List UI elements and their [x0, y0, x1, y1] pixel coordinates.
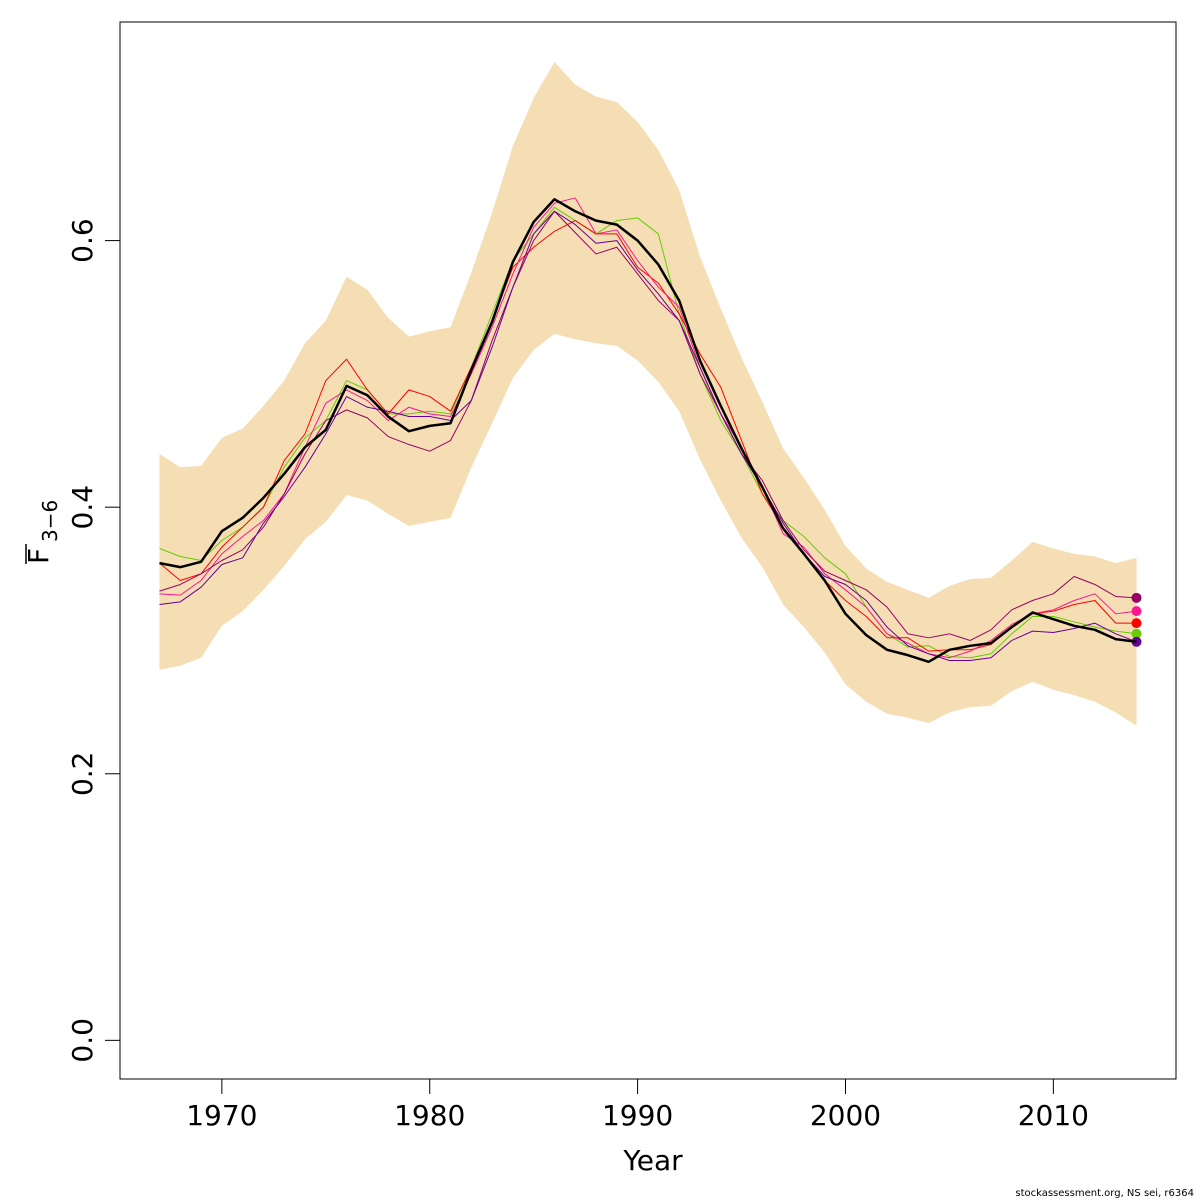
x-tick-label: 1980	[394, 1099, 465, 1132]
series-line	[159, 210, 1137, 661]
y-tick-label: 0.4	[66, 485, 99, 530]
x-tick-label: 1970	[186, 1099, 257, 1132]
y-tick-label: 0.2	[66, 751, 99, 796]
x-tick-label: 1990	[602, 1099, 673, 1132]
series-line	[159, 197, 1137, 659]
end-point	[1131, 618, 1142, 629]
y-label-subscript: 3−6	[38, 500, 62, 542]
y-label-main: F	[22, 548, 55, 564]
x-tick-label: 2010	[1018, 1099, 1089, 1132]
x-tick-label: 2000	[810, 1099, 881, 1132]
series-line	[159, 210, 1137, 641]
end-point	[1131, 606, 1142, 617]
end-point	[1131, 628, 1142, 639]
y-axis-label: F 3−6	[22, 500, 62, 564]
series-line	[159, 206, 1137, 659]
series-line	[159, 198, 1137, 664]
y-tick-label: 0.0	[66, 1018, 99, 1063]
x-axis-label: Year	[622, 1144, 683, 1177]
footnote: stockassessment.org, NS sei, r6364	[1015, 1188, 1194, 1199]
confidence-band	[159, 61, 1137, 726]
y-tick-label: 0.6	[66, 218, 99, 263]
end-point	[1131, 592, 1142, 603]
